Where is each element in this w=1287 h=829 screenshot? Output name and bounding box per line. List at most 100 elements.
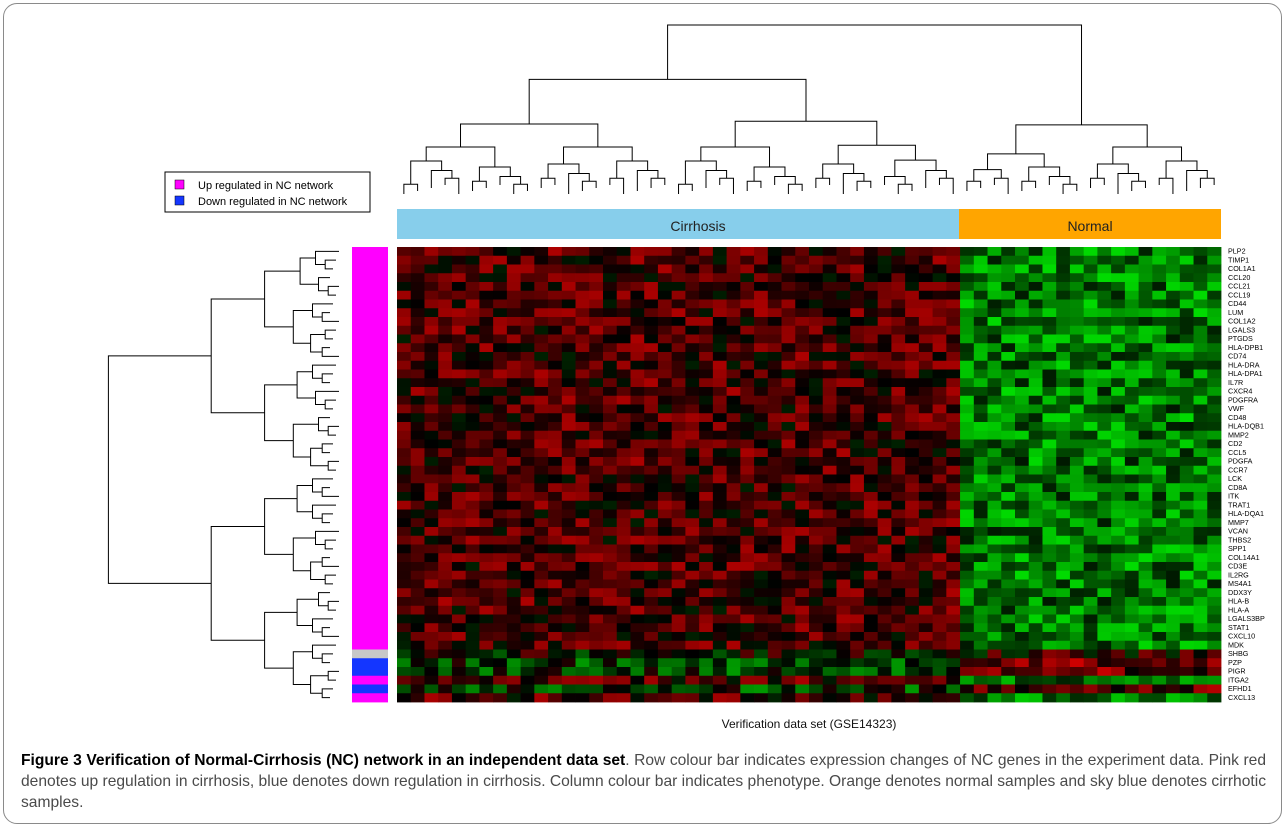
- heatmap-cell: [644, 430, 659, 440]
- heatmap-cell: [1069, 413, 1085, 423]
- heatmap-cell: [918, 352, 933, 362]
- heatmap-cell: [699, 404, 714, 414]
- gene-label: CD48: [1228, 413, 1246, 422]
- heatmap-cell: [863, 588, 879, 598]
- heatmap-cell: [438, 492, 453, 502]
- heatmap-cell: [987, 658, 1002, 668]
- heatmap-cell: [1069, 282, 1085, 292]
- heatmap-cell: [451, 439, 467, 449]
- heatmap-cell: [410, 317, 425, 327]
- heatmap-cell: [1179, 623, 1194, 633]
- heatmap-cell: [726, 378, 741, 388]
- heatmap-cell: [1097, 492, 1112, 502]
- heatmap-cell: [1028, 483, 1043, 493]
- heatmap-cell: [520, 562, 535, 572]
- gene-label: VCAN: [1228, 527, 1248, 536]
- heatmap-cell: [1207, 518, 1222, 528]
- heatmap-cell: [1138, 255, 1153, 265]
- heatmap-cell: [671, 457, 686, 467]
- heatmap-cell: [520, 308, 535, 318]
- heatmap-cell: [960, 667, 975, 677]
- heatmap-cell: [905, 614, 920, 624]
- heatmap-cell: [1056, 562, 1071, 572]
- heatmap-cell: [451, 430, 467, 440]
- heatmap-cell: [932, 369, 947, 379]
- heatmap-cell: [438, 255, 453, 265]
- heatmap-cell: [1138, 483, 1153, 493]
- heatmap-cell: [589, 483, 604, 493]
- heatmap-cell: [1097, 579, 1112, 589]
- heatmap-cell: [465, 395, 480, 405]
- heatmap-cell: [685, 413, 700, 423]
- heatmap-cell: [589, 395, 604, 405]
- heatmap-cell: [1015, 684, 1030, 694]
- heatmap-cell: [520, 500, 535, 510]
- heatmap-cell: [973, 658, 988, 668]
- heatmap-cell: [1056, 527, 1071, 537]
- heatmap-cell: [451, 605, 467, 615]
- row-bar-segment: [352, 492, 388, 502]
- column-dendrogram-link: [1186, 170, 1208, 191]
- heatmap-cell: [506, 658, 521, 668]
- heatmap-cell: [905, 247, 920, 257]
- heatmap-cell: [630, 448, 645, 458]
- heatmap-cell: [795, 255, 810, 265]
- heatmap-cell: [754, 430, 769, 440]
- heatmap-cell: [465, 553, 480, 563]
- row-dendrogram-link: [310, 447, 329, 467]
- heatmap-cell: [1193, 544, 1208, 554]
- heatmap-cell: [973, 597, 988, 607]
- heatmap-cell: [795, 290, 810, 300]
- heatmap-cell: [960, 439, 975, 449]
- heatmap-cell: [973, 430, 988, 440]
- heatmap-cell: [1097, 474, 1112, 484]
- gene-label: MS4A1: [1228, 579, 1252, 588]
- heatmap-cell: [671, 632, 686, 642]
- heatmap-cell: [1028, 264, 1043, 274]
- heatmap-cell: [1097, 439, 1112, 449]
- heatmap-cell: [905, 299, 920, 309]
- heatmap-cell: [603, 518, 618, 528]
- row-bar-segment: [352, 413, 388, 423]
- heatmap-cell: [1015, 387, 1030, 397]
- heatmap-cell: [575, 632, 590, 642]
- heatmap-cell: [1083, 658, 1098, 668]
- row-dendrogram-link: [292, 309, 313, 344]
- heatmap-cell: [1166, 492, 1181, 502]
- heatmap-cell: [850, 264, 865, 274]
- heatmap-cell: [781, 588, 796, 598]
- heatmap-cell: [809, 588, 824, 598]
- heatmap-cell: [1028, 334, 1043, 344]
- heatmap-cell: [548, 474, 563, 484]
- heatmap-cell: [726, 264, 741, 274]
- heatmap-cell: [685, 273, 700, 283]
- row-dendrogram-link: [292, 651, 313, 685]
- heatmap-cell: [410, 352, 425, 362]
- heatmap-cell: [850, 474, 865, 484]
- heatmap-cell: [850, 465, 865, 475]
- row-dendrogram-link: [321, 513, 333, 524]
- heatmap-cell: [657, 352, 673, 362]
- heatmap-cell: [781, 422, 796, 432]
- heatmap-cell: [644, 343, 659, 353]
- heatmap-cell: [410, 544, 425, 554]
- heatmap-cell: [1001, 693, 1016, 703]
- heatmap-cell: [1015, 483, 1030, 493]
- heatmap-cell: [548, 448, 563, 458]
- heatmap-cell: [1056, 378, 1071, 388]
- heatmap-cell: [891, 588, 906, 598]
- heatmap-cell: [630, 588, 645, 598]
- heatmap-cell: [946, 535, 961, 545]
- heatmap-cell: [1028, 317, 1043, 327]
- heatmap-cell: [630, 317, 645, 327]
- heatmap-cell: [548, 395, 563, 405]
- heatmap-cell: [795, 632, 810, 642]
- heatmap-cell: [451, 553, 467, 563]
- heatmap-cell: [479, 553, 494, 563]
- heatmap-cell: [877, 264, 892, 274]
- legend-swatch-up: [174, 179, 185, 190]
- heatmap-cell: [795, 343, 810, 353]
- heatmap-cell: [451, 325, 467, 335]
- heatmap-cell: [561, 588, 576, 598]
- heatmap-cell: [630, 343, 645, 353]
